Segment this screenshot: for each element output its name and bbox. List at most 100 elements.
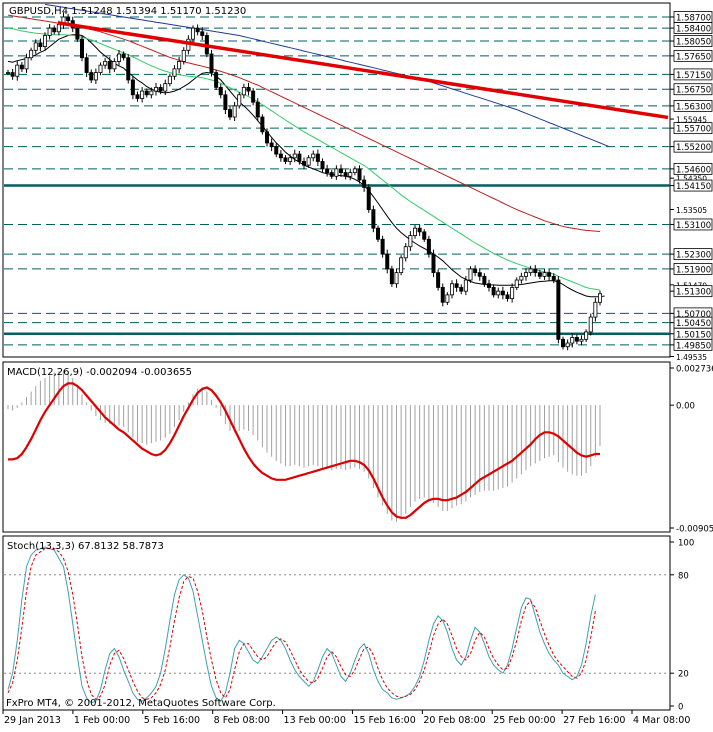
stoch-series: [4, 546, 670, 704]
price-tick-label: 1.51300: [676, 288, 711, 298]
candle-body: [306, 157, 311, 166]
candle-body: [412, 227, 417, 236]
candle-body: [75, 27, 80, 40]
chart-header: GBPUSD,H4 1.51248 1.51394 1.51170 1.5123…: [9, 6, 246, 17]
price-tick-label: 1.57150: [676, 71, 711, 81]
candle-body: [375, 227, 380, 240]
time-tick-label: 15 Feb 16:00: [353, 715, 415, 726]
candle-body: [130, 79, 135, 96]
time-tick-label: 29 Jan 2013: [4, 715, 61, 726]
candle-body: [431, 253, 436, 274]
candle-body: [524, 272, 529, 277]
candle-body: [167, 75, 172, 85]
candle-body: [491, 287, 496, 296]
candle-body: [269, 142, 274, 148]
candle-body: [84, 57, 89, 73]
price-tick-label: 1.54150: [676, 182, 711, 192]
candle-body: [255, 101, 260, 118]
ma_red-line: [7, 14, 601, 232]
candle-body: [297, 153, 302, 162]
candle-body: [454, 283, 459, 288]
candle-body: [440, 287, 445, 303]
moving-averages: [7, 3, 610, 298]
time-tick-label: 20 Feb 08:00: [423, 715, 485, 726]
candle-body: [89, 72, 94, 81]
candle-body: [486, 283, 491, 288]
candle-body: [519, 275, 524, 281]
candle-body: [301, 161, 306, 166]
candle-body: [394, 272, 399, 285]
candle-body: [140, 90, 145, 99]
price-tick-label: 1.56300: [676, 102, 711, 112]
candle-body: [561, 338, 566, 348]
time-tick-label: 13 Feb 00:00: [284, 715, 346, 726]
candle-body: [80, 38, 85, 59]
candle-body: [214, 72, 219, 88]
time-tick-label: 1 Feb 00:00: [74, 715, 130, 726]
candle-body: [422, 231, 427, 240]
candle-body: [195, 27, 200, 33]
candle-body: [56, 23, 61, 33]
candle-body: [537, 272, 542, 277]
ma_fast-line: [7, 34, 605, 298]
candle-body: [389, 268, 394, 285]
candle-body: [237, 94, 242, 107]
candle-body: [126, 57, 131, 81]
candle-body: [223, 94, 228, 110]
candle-body: [241, 86, 246, 96]
candle-body: [93, 72, 98, 81]
price-tick-label: 1.57650: [676, 52, 711, 62]
candle-body: [320, 161, 325, 170]
price-tick-label: 1.58050: [676, 38, 711, 48]
price-tick-label: 1.50450: [676, 319, 711, 329]
candle-body: [417, 227, 422, 233]
macd-axis: 0.002736 0.00 -0.00905: [670, 365, 713, 535]
candle-body: [260, 116, 265, 133]
candle-body: [556, 279, 561, 340]
candle-body: [19, 64, 24, 70]
candle-body: [380, 238, 385, 255]
price-tick-label: 1.58700: [676, 13, 711, 23]
price-tick-box: [673, 35, 713, 47]
candle-body: [47, 27, 52, 36]
price-tick-box: [673, 122, 713, 135]
candle-body: [436, 272, 441, 288]
price-tick-label: 1.53100: [676, 221, 711, 231]
candle-body: [24, 57, 29, 70]
candle-body: [329, 172, 334, 177]
macd-signal-line: [8, 382, 600, 519]
candle-body: [158, 86, 163, 92]
candle-body: [334, 168, 339, 177]
candle-body: [496, 290, 501, 296]
time-tick-label: 25 Feb 00:00: [493, 715, 555, 726]
candle-body: [163, 83, 168, 92]
candle-body: [584, 331, 589, 340]
price-tick-label: 1.54350: [676, 175, 707, 184]
candle-body: [15, 64, 20, 77]
macd-tick-label: -0.00905: [676, 525, 713, 535]
price-axis: 1.58700 1.58400 1.58050 1.57650 1.57150 1.567…: [670, 11, 713, 362]
price-tick-label: 1.55945: [676, 116, 707, 125]
time-tick-label: 8 Feb 08:00: [214, 715, 270, 726]
time-tick-label: 27 Feb 16:00: [563, 715, 625, 726]
price-tick-box: [673, 99, 713, 112]
price-tick-label: 1.55200: [676, 143, 711, 153]
candle-body: [399, 257, 404, 274]
candle-body: [153, 86, 158, 92]
candle-body: [177, 61, 182, 70]
candle-body: [149, 90, 154, 96]
stoch-tick-label: 80: [678, 571, 689, 581]
macd-label: MACD(12,26,9) -0.002094 -0.003655: [7, 367, 192, 378]
candle-body: [181, 49, 186, 62]
candle-body: [348, 172, 353, 177]
candle-body: [574, 337, 579, 342]
candle-body: [251, 90, 256, 103]
price-tick-label: 1.56750: [676, 86, 711, 96]
price-bars: [6, 12, 603, 351]
stoch-axis: 100 80 20 0: [670, 539, 694, 713]
candle-body: [200, 31, 205, 36]
candle-body: [66, 16, 71, 22]
candle-body: [408, 235, 413, 248]
